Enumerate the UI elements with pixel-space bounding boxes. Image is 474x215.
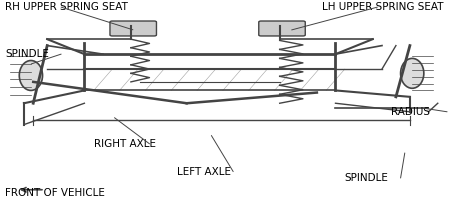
Text: SPINDLE: SPINDLE [345,173,389,183]
Ellipse shape [19,61,43,91]
Text: SPINDLE: SPINDLE [5,49,49,59]
FancyBboxPatch shape [110,21,156,36]
Text: LEFT AXLE: LEFT AXLE [177,167,231,177]
Text: RADIUS: RADIUS [391,107,430,117]
FancyBboxPatch shape [259,21,305,36]
Text: FRONT OF VEHICLE: FRONT OF VEHICLE [5,188,105,198]
Text: RH UPPER SPRING SEAT: RH UPPER SPRING SEAT [5,2,128,12]
Ellipse shape [401,58,424,88]
Text: LH UPPER SPRING SEAT: LH UPPER SPRING SEAT [321,2,443,12]
Text: RIGHT AXLE: RIGHT AXLE [94,139,155,149]
